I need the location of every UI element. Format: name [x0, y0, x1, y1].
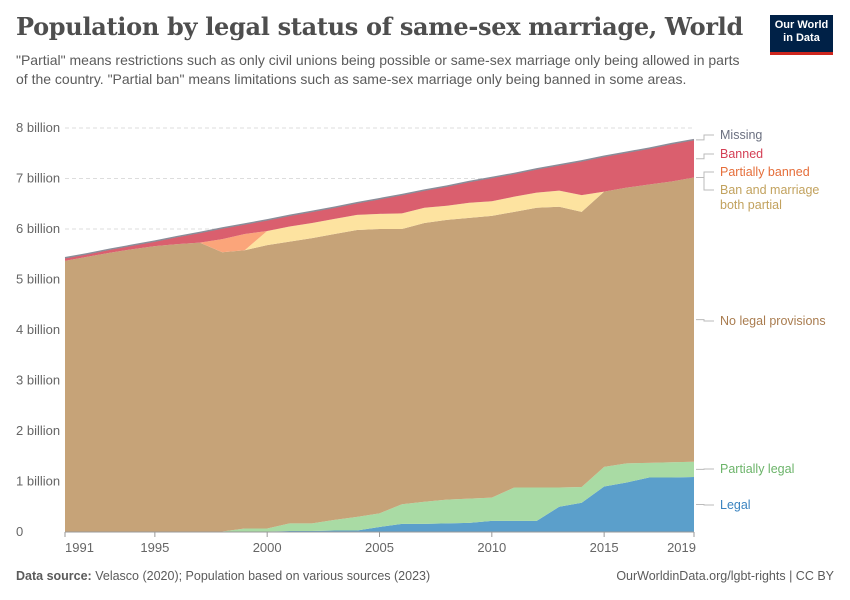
x-tick-label: 2000: [253, 540, 282, 555]
legend-connector: [696, 134, 714, 141]
x-tick-label: 2005: [365, 540, 394, 555]
legend-label-missing: Missing: [720, 128, 762, 142]
data-source: Data source: Velasco (2020); Population …: [16, 569, 430, 583]
y-tick-label: 6 billion: [16, 221, 60, 236]
logo-text: Our World in Data: [774, 19, 829, 44]
legend-label-no-legal-provisions: No legal provisions: [720, 314, 826, 328]
y-tick-label: 4 billion: [16, 322, 60, 337]
legend-connector: [696, 503, 714, 506]
area-legal[interactable]: [65, 476, 694, 532]
data-source-text: Velasco (2020); Population based on vari…: [95, 569, 431, 583]
y-tick-label: 2 billion: [16, 423, 60, 438]
area-no-legal-provisions[interactable]: [65, 177, 694, 533]
x-tick-label: 1995: [140, 540, 169, 555]
area-partially-banned[interactable]: [65, 177, 694, 261]
legend-connector: [696, 153, 714, 160]
y-tick-label: 8 billion: [16, 120, 60, 135]
y-tick-label: 7 billion: [16, 171, 60, 186]
legend-label-banned: Banned: [720, 147, 763, 161]
legend-label-partially-legal: Partially legal: [720, 462, 794, 476]
data-source-label: Data source:: [16, 569, 92, 583]
legend-label-ban-and-marriage-both-partial: Ban and marriage both partial: [720, 183, 819, 212]
legend-label-legal: Legal: [720, 498, 751, 512]
legend-connector: [696, 176, 714, 191]
x-tick-label: 1991: [65, 540, 94, 555]
owid-logo[interactable]: Our World in Data: [770, 15, 833, 55]
legend-connector: [696, 171, 714, 178]
y-tick-label: 5 billion: [16, 272, 60, 287]
chart-subtitle: "Partial" means restrictions such as onl…: [16, 52, 740, 87]
legend-connector: [696, 319, 714, 322]
source-url-license[interactable]: OurWorldinData.org/lgbt-rights | CC BY: [616, 569, 834, 583]
total-outline: [64, 138, 695, 259]
y-tick-label: 1 billion: [16, 474, 60, 489]
y-tick-label: 0: [16, 524, 23, 539]
legend-label-partially-banned: Partially banned: [720, 165, 810, 179]
x-tick-label: 2019: [667, 540, 696, 555]
area-ban-and-marriage-both-partial[interactable]: [65, 177, 694, 261]
area-partially-legal[interactable]: [65, 461, 694, 532]
area-banned[interactable]: [65, 140, 694, 261]
x-tick-label: 2010: [477, 540, 506, 555]
chart-title: Population by legal status of same-sex m…: [16, 12, 743, 41]
y-tick-label: 3 billion: [16, 373, 60, 388]
x-tick-label: 2015: [590, 540, 619, 555]
